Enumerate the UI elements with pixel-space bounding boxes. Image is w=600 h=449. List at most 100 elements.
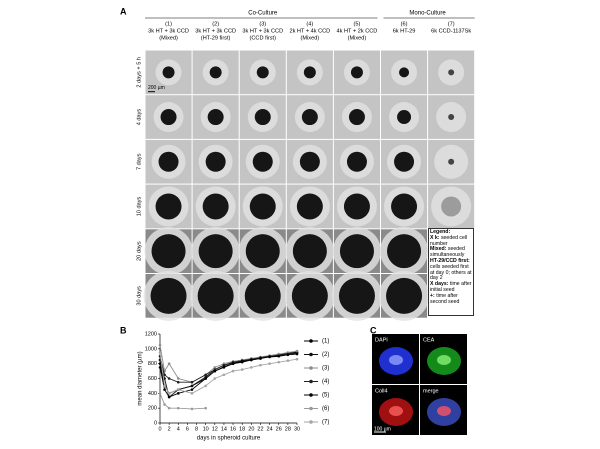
cell-core	[389, 406, 403, 416]
spheroid	[448, 114, 455, 121]
legend-item: Legend:	[430, 229, 472, 236]
data-point	[231, 369, 235, 373]
legend-term: HT-29/CCD first:	[430, 257, 470, 264]
legend-item: Mixed: seeded simultaneously	[430, 246, 472, 259]
spheroid	[343, 193, 370, 220]
series-line	[159, 393, 206, 410]
spheroid	[391, 193, 418, 220]
legend-label: (7)	[322, 420, 329, 426]
spheroid	[202, 193, 229, 220]
cell-core	[437, 355, 451, 365]
data-point	[176, 406, 180, 410]
spheroid	[244, 277, 281, 314]
spheroid	[299, 151, 320, 172]
x-tick-label: 2	[168, 426, 171, 432]
column-header: 6k HT-29	[393, 28, 416, 34]
row-label: 2 days + 5 h	[136, 57, 142, 88]
data-point	[158, 366, 162, 369]
spheroid	[197, 277, 234, 314]
data-point	[240, 368, 244, 371]
spheroid	[205, 151, 226, 172]
data-point	[213, 369, 217, 373]
series-line	[159, 345, 298, 383]
spheroid	[252, 151, 273, 172]
legend-marker	[309, 352, 313, 357]
spheroid	[160, 109, 177, 126]
data-point	[158, 343, 162, 347]
spheroid	[448, 69, 455, 76]
spheroid	[296, 193, 323, 220]
y-tick-label: 200	[148, 406, 157, 412]
spheroid	[249, 193, 276, 220]
spheroid	[256, 66, 269, 79]
legend-marker	[309, 339, 313, 343]
data-point	[204, 384, 207, 388]
data-point	[176, 392, 180, 395]
spheroid	[346, 151, 367, 172]
x-tick-label: 18	[239, 426, 245, 432]
column-header: 3k HT + 3k CCD	[195, 28, 236, 34]
column-header: (Mixed)	[159, 35, 178, 41]
spheroid	[338, 277, 375, 314]
spheroid	[394, 151, 415, 172]
column-header: (CCD first)	[250, 35, 277, 41]
x-tick-label: 26	[276, 426, 282, 432]
column-header: (1)	[165, 21, 172, 27]
data-point	[268, 362, 271, 365]
legend-box: Legend: X k: seeded cell number Mixed: see…	[428, 228, 474, 316]
spheroid	[303, 66, 316, 79]
series-line	[159, 352, 298, 394]
column-header: 4k HT + 2k CCD	[337, 28, 378, 34]
spheroid	[387, 234, 422, 269]
legend-label: (1)	[322, 339, 329, 345]
column-header: (Mixed)	[301, 35, 320, 41]
data-point	[259, 357, 262, 360]
data-point	[222, 365, 226, 368]
legend-text: time after second seed	[430, 292, 460, 305]
data-point	[190, 384, 194, 388]
data-point	[295, 349, 299, 353]
data-point	[222, 373, 226, 377]
column-header: (3)	[259, 21, 266, 27]
data-point	[295, 357, 299, 361]
x-tick-label: 10	[203, 426, 209, 432]
column-header: (Mixed)	[348, 35, 367, 41]
data-point	[204, 406, 207, 410]
legend-marker	[309, 379, 313, 384]
legend-item: X k: seeded cell number	[430, 235, 472, 248]
data-point	[286, 353, 290, 357]
spheroid	[209, 66, 222, 79]
legend-text: seeded simultaneously	[430, 246, 465, 259]
data-point	[176, 388, 180, 391]
spheroid	[348, 109, 365, 126]
group-label: Mono-Culture	[409, 11, 446, 17]
legend-marker	[309, 393, 313, 397]
spheroid	[158, 151, 179, 172]
x-tick-label: 4	[177, 426, 180, 432]
y-tick-label: 400	[148, 391, 157, 397]
x-tick-label: 30	[294, 426, 300, 432]
spheroid	[448, 158, 455, 165]
spheroid	[339, 234, 374, 269]
spheroid	[207, 109, 224, 126]
legend-text: time after initial seed	[430, 281, 472, 293]
data-point	[277, 360, 281, 364]
column-header: (4)	[306, 21, 313, 27]
column-header: 3k HT + 3k CCD	[242, 28, 283, 34]
data-point	[163, 373, 166, 377]
y-axis-label: mean diameter (µm)	[138, 351, 144, 405]
row-label: 7 days	[136, 153, 142, 170]
series-line	[159, 353, 298, 398]
data-point	[158, 392, 162, 395]
spheroid	[301, 109, 318, 126]
spheroid	[386, 277, 423, 314]
x-tick-label: 14	[221, 426, 227, 432]
legend-marker	[309, 366, 313, 370]
channel-label: DAPI	[375, 337, 388, 343]
y-tick-label: 1000	[145, 346, 157, 352]
x-tick-label: 20	[248, 426, 254, 432]
column-header: 3k HT + 3k CCD	[148, 28, 189, 34]
data-point	[190, 407, 194, 411]
legend-label: (2)	[322, 352, 329, 358]
